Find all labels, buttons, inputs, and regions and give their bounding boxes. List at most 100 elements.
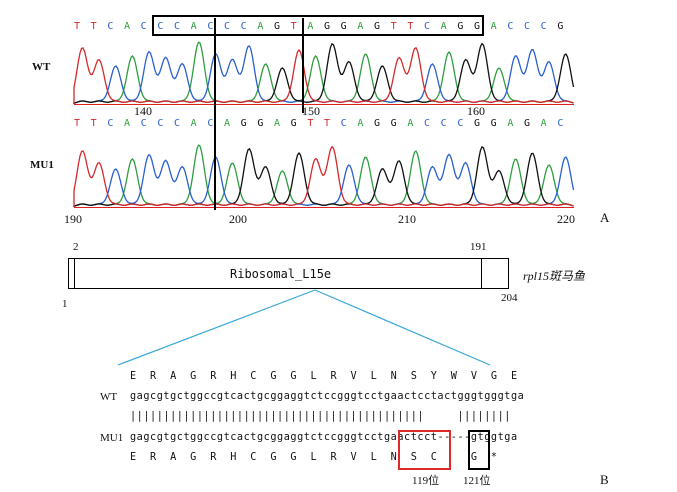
mutation-box-119 [398, 430, 451, 470]
mu1-base-21: C [424, 118, 431, 129]
stop-codon-box-121 [468, 430, 490, 470]
wt-base-20: T [407, 21, 414, 32]
gene-label: rpl15斑马鱼 [523, 269, 586, 283]
mu1-base-5: C [157, 118, 164, 129]
mu1-base-1: T [90, 118, 97, 129]
mu1-base-11: G [257, 118, 264, 129]
panel-a-letter: A [600, 210, 610, 225]
wt-base-23: G [457, 21, 464, 32]
wt-base-7: A [190, 21, 197, 32]
mu1-tick-200: 200 [229, 212, 247, 226]
wt-base-11: A [257, 21, 264, 32]
wt-row-label: WT [32, 61, 51, 73]
mu1-base-10: G [240, 118, 247, 129]
mu1-nucleotide-sequence: gagcgtgctggccgtcactgcggaggtctccgggtcctga… [130, 432, 600, 443]
mu1-trace-t [73, 145, 574, 207]
wt-alignment-label: WT [100, 391, 118, 403]
alignment-line-left [214, 18, 216, 210]
wt-base-18: G [374, 21, 381, 32]
mu1-tick-210: 210 [398, 212, 416, 226]
mu1-base-4: C [140, 118, 147, 129]
domain-start-tick [74, 258, 75, 289]
panel-b-letter: B [600, 472, 609, 487]
wt-base-28: C [540, 21, 547, 32]
wt-base-6: C [174, 21, 181, 32]
mu1-tick-190: 190 [64, 212, 82, 226]
wt-base-9: C [224, 21, 231, 32]
wt-base-29: G [557, 21, 564, 32]
mu1-base-25: G [490, 118, 497, 129]
mu1-aa-main: E R A G R H C G G L R V L N S [130, 452, 431, 463]
wt-amino-acids: E R A G R H C G G L R V L N S Y W V G E [130, 371, 518, 382]
mu1-seq-main: gagcgtgctggccgtcactgcggaggtctccgggtcctga… [130, 432, 438, 443]
protein-end-number: 204 [501, 292, 518, 304]
domain-end-tick [481, 258, 482, 289]
mu1-base-12: A [274, 118, 281, 129]
wt-base-8: C [207, 21, 214, 32]
mu1-row-label: MU1 [30, 159, 54, 171]
mu1-aa-changed: C G * [430, 452, 498, 463]
wt-base-10: C [240, 21, 247, 32]
mu1-trace-c [73, 153, 575, 207]
wt-base-15: G [324, 21, 331, 32]
mu1-base-7: A [190, 118, 197, 129]
position-121-label: 121位 [463, 475, 491, 487]
mu1-base-15: T [324, 118, 331, 129]
mu1-base-27: G [524, 118, 531, 129]
wt-base-4: C [140, 21, 147, 32]
wt-base-19: T [390, 21, 397, 32]
mu1-tick-220: 220 [557, 212, 575, 226]
wt-tick-140: 140 [134, 104, 152, 118]
mu1-base-24: G [474, 118, 481, 129]
domain-end-number: 191 [470, 241, 487, 253]
mu1-base-19: G [390, 118, 397, 129]
wt-base-21: C [424, 21, 431, 32]
mu1-base-20: A [407, 118, 414, 129]
wt-base-26: C [507, 21, 514, 32]
mu1-base-0: T [74, 118, 81, 129]
wt-base-22: A [440, 21, 447, 32]
match-bars: ||||||||||||||||||||||||||||||||||||||||… [130, 411, 511, 422]
mu1-base-3: A [124, 118, 131, 129]
wt-base-2: C [107, 21, 114, 32]
mu1-base-6: C [174, 118, 181, 129]
mu1-base-17: A [357, 118, 364, 129]
wt-highlight-box [152, 15, 484, 36]
mu1-alignment-label: MU1 [100, 432, 124, 444]
protein-start-number: 1 [62, 298, 68, 310]
domain-start-number: 2 [73, 241, 79, 253]
wt-trace-t [73, 46, 574, 104]
wt-base-25: A [490, 21, 497, 32]
wt-tick-150: 150 [302, 104, 320, 118]
wt-base-14: A [307, 21, 314, 32]
wt-base-17: A [357, 21, 364, 32]
protein-bar [68, 258, 509, 289]
alignment-panel-b: 2 191 Ribosomal_L15e rpl15斑马鱼 1 204 E R … [0, 240, 677, 492]
wt-base-1: T [90, 21, 97, 32]
wt-base-27: C [524, 21, 531, 32]
wt-tick-160: 160 [467, 104, 485, 118]
mu1-base-26: A [507, 118, 514, 129]
mu1-base-28: A [540, 118, 547, 129]
wt-nucleotide-sequence: gagcgtgctggccgtcactgcggaggtctccgggtcctga… [130, 391, 525, 402]
wt-base-12: G [274, 21, 281, 32]
mu1-base-8: C [207, 118, 214, 129]
mu1-base-9: A [224, 118, 231, 129]
wt-base-16: G [340, 21, 347, 32]
mu1-base-2: C [107, 118, 114, 129]
position-119-label: 119位 [412, 475, 440, 487]
wt-base-5: C [157, 21, 164, 32]
mu1-base-14: T [307, 118, 314, 129]
mu1-base-13: G [290, 118, 297, 129]
wt-base-24: G [474, 21, 481, 32]
mu1-base-18: G [374, 118, 381, 129]
mu1-seq-deletion: -----gtggtga [437, 432, 518, 443]
mu1-base-22: C [440, 118, 447, 129]
zoom-lines [117, 289, 491, 366]
wt-base-13: T [290, 21, 297, 32]
mu1-base-23: C [457, 118, 464, 129]
mu1-trace-g [73, 145, 574, 207]
